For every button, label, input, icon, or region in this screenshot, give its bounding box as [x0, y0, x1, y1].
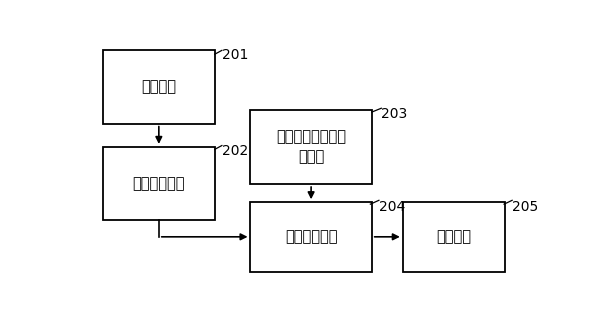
Text: 204: 204	[379, 199, 405, 213]
Text: 201: 201	[222, 48, 248, 62]
Bar	[103, 50, 215, 124]
Text: 路径规划单元: 路径规划单元	[285, 229, 337, 244]
Text: 出发地、目的地确
定单元: 出发地、目的地确 定单元	[276, 129, 346, 164]
Text: 203: 203	[381, 107, 408, 121]
Bar	[251, 202, 372, 272]
Bar	[403, 202, 505, 272]
Bar	[251, 110, 372, 184]
Text: 导航单元: 导航单元	[437, 229, 472, 244]
Text: 202: 202	[222, 144, 248, 158]
Bar	[103, 147, 215, 220]
Text: 205: 205	[512, 199, 538, 213]
Text: 输入单元: 输入单元	[141, 79, 176, 95]
Text: 信息调用单元: 信息调用单元	[133, 176, 185, 191]
